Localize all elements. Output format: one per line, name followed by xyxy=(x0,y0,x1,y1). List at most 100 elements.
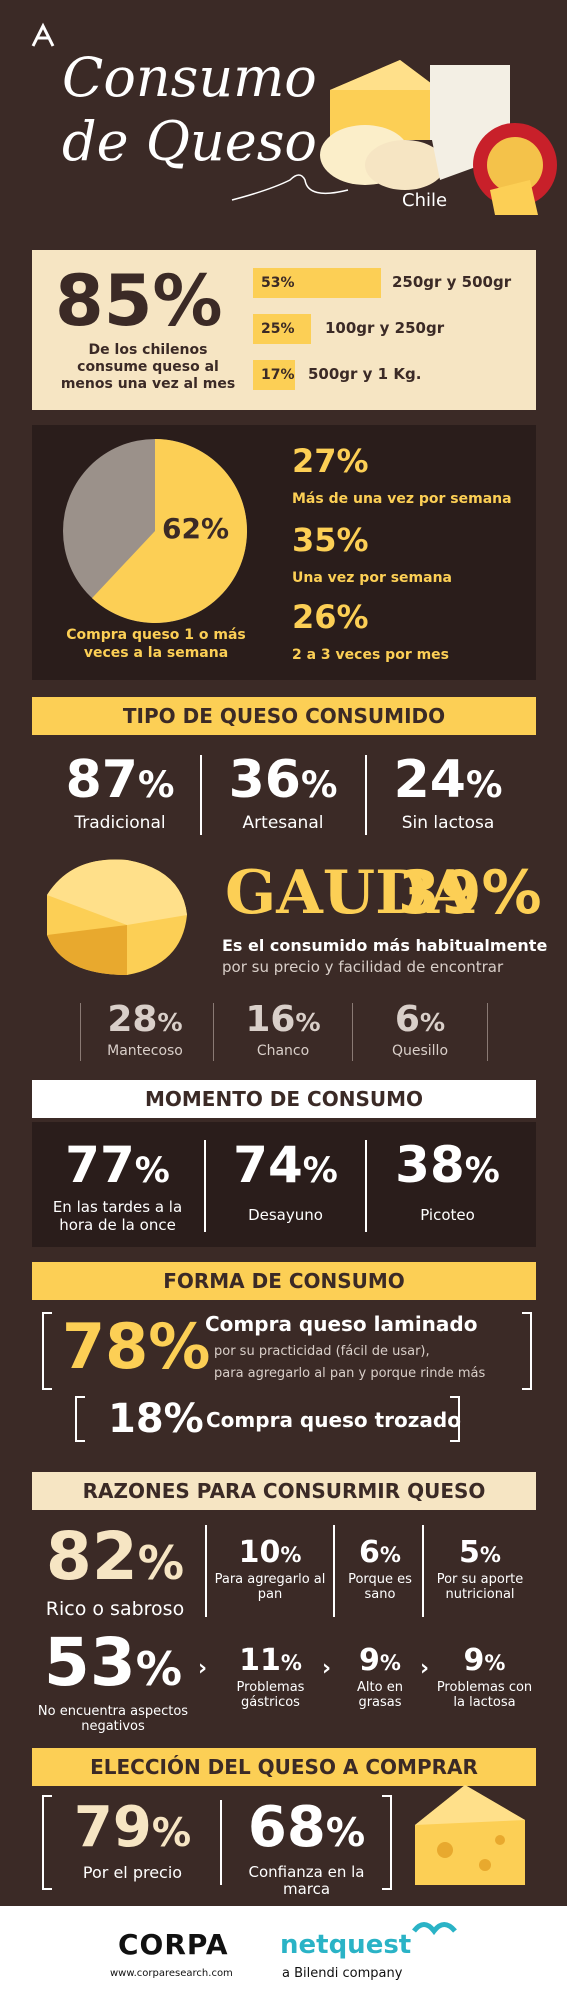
bracket-corner xyxy=(522,1312,532,1314)
tipo-label-3: Sin lactosa xyxy=(401,813,495,833)
tipo-bottom-pct-2: 16 xyxy=(245,999,296,1040)
chevron-right-icon: › xyxy=(420,1656,430,1681)
footer xyxy=(0,1906,567,2000)
cheese-assortment-illustration xyxy=(320,60,557,215)
momento-label-3: Picoteo xyxy=(420,1206,475,1224)
forma-main-sub2: para agregarlo al pan y porque rinde más xyxy=(214,1366,486,1381)
tipo-bottom-2: 16% Chanco xyxy=(218,999,348,1060)
divider xyxy=(365,1140,367,1232)
bracket-corner xyxy=(75,1396,85,1398)
razones-top-pct-1: 10 xyxy=(238,1535,281,1570)
pie-pct-label: 62% xyxy=(162,512,230,545)
razones-top-1: 10% Para agregarlo al pan xyxy=(210,1535,330,1603)
pie-caption: Compra queso 1 o más veces a la semana xyxy=(66,627,246,661)
main-pct: 85% xyxy=(55,260,223,342)
bilendi-tagline: a Bilendi company xyxy=(282,1966,403,1981)
tipo-banner: TIPO DE QUESO CONSUMIDO xyxy=(32,697,536,735)
razones-top-3: 5% Por su aporte nutricional xyxy=(425,1535,535,1603)
pie-slice-62 xyxy=(92,439,248,623)
eleccion-stat-2: 68% Confianza en la marca xyxy=(224,1798,389,1898)
swirl-decoration xyxy=(231,174,349,201)
razones-top-2: 6% Porque es sano xyxy=(336,1535,424,1603)
bracket-left xyxy=(42,1795,44,1890)
bracket-corner xyxy=(42,1888,52,1890)
tipo-bottom-label-2: Chanco xyxy=(256,1043,310,1059)
freq-label-1: Más de una vez por semana xyxy=(292,491,512,507)
razones-neg-1: 11% Problemas gástricos xyxy=(218,1643,323,1711)
razones-top-label-2: Porque es sano xyxy=(348,1572,412,1602)
freq-pct-2: 35% xyxy=(292,521,369,559)
momento-pct-3: 38 xyxy=(395,1136,465,1194)
gauda-text1: Es el consumido más habitualmente xyxy=(222,936,548,955)
netquest-wordmark: netquest xyxy=(280,1930,412,1960)
divider xyxy=(200,755,202,835)
forma-main-pct: 78% xyxy=(62,1310,211,1383)
bar-label-1: 250gr y 500gr xyxy=(392,273,512,291)
momento-stat-3: 38% Picoteo xyxy=(370,1138,525,1224)
momento-label-1: En las tardes a la hora de la once xyxy=(52,1198,183,1234)
bracket-corner xyxy=(522,1388,532,1390)
bracket-left xyxy=(75,1396,77,1442)
tipo-pct-1: 87 xyxy=(65,750,138,810)
razones-main-label: Rico o sabroso xyxy=(45,1598,185,1620)
forma-bracket xyxy=(42,1312,532,1390)
gauda-pct: 39% xyxy=(398,858,542,928)
tipo-stat-1: 87% Tradicional xyxy=(40,752,200,833)
bracket-corner xyxy=(382,1795,392,1797)
freq-label-2: Una vez por semana xyxy=(292,570,452,586)
bar-53: 53% xyxy=(253,268,381,298)
bracket-corner xyxy=(75,1440,85,1442)
bar-label-2: 100gr y 250gr xyxy=(325,319,445,337)
freq-pct-3: 26% xyxy=(292,598,369,636)
razones-neg-label-1: Problemas gástricos xyxy=(236,1680,305,1710)
tipo-bottom-1: 28% Mantecoso xyxy=(80,1000,210,1060)
main-pct-label: De los chilenos consume queso al menos u… xyxy=(60,342,236,392)
divider xyxy=(220,1800,222,1885)
tipo-bottom-3: 6% Quesillo xyxy=(355,1000,485,1060)
title-line1: Consumo xyxy=(62,46,317,109)
momento-label-2: Desayuno xyxy=(248,1206,323,1224)
tipo-bottom-label-3: Quesillo xyxy=(391,1043,449,1059)
corpa-wordmark: CORPA xyxy=(118,1928,229,1961)
forma-second-label: Compra queso trozado xyxy=(206,1408,461,1432)
bracket-corner xyxy=(42,1312,52,1314)
razones-top-pct-2: 6 xyxy=(359,1535,380,1570)
tipo-label-2: Artesanal xyxy=(242,813,324,833)
razones-neg-2: 9% Alto en grasas xyxy=(340,1644,420,1711)
eleccion-pct-1: 79 xyxy=(73,1795,152,1860)
bracket-corner xyxy=(450,1440,460,1442)
divider xyxy=(205,1525,207,1617)
razones-neg-pct: 53 xyxy=(43,1624,136,1701)
eleccion-banner: ELECCIÓN DEL QUESO A COMPRAR xyxy=(32,1748,536,1786)
tipo-stat-2: 36% Artesanal xyxy=(203,752,363,833)
razones-main-pct: 82 xyxy=(45,1518,138,1595)
momento-banner: MOMENTO DE CONSUMO xyxy=(32,1080,536,1118)
eleccion-label-2: Confianza en la marca xyxy=(248,1863,365,1898)
razones-neg-pct-3: 9 xyxy=(463,1643,485,1678)
eleccion-label-1: Por el precio xyxy=(82,1863,183,1882)
momento-stat-2: 74% Desayuno xyxy=(208,1138,363,1224)
forma-main-sub1: por su practicidad (fácil de usar), xyxy=(214,1344,430,1359)
razones-neg-pct-1: 11 xyxy=(239,1643,281,1678)
country-label: Chile xyxy=(402,190,448,211)
forma-main-title: Compra queso laminado xyxy=(205,1312,478,1336)
freq-pct-1: 27% xyxy=(292,442,369,480)
forma-second-pct: 18% xyxy=(108,1396,204,1442)
divider xyxy=(80,1003,81,1061)
gauda-cheese-illustration xyxy=(47,859,187,975)
divider xyxy=(487,1003,488,1061)
razones-banner: RAZONES PARA CONSURMIR QUESO xyxy=(32,1472,536,1510)
gauda-name: GAUDA xyxy=(225,858,474,928)
corpa-logo-icon xyxy=(31,22,55,47)
razones-neg-label: No encuentra aspectos negativos xyxy=(37,1704,189,1734)
tipo-stat-3: 24% Sin lactosa xyxy=(368,752,528,833)
razones-top-pct-3: 5 xyxy=(459,1535,480,1570)
divider xyxy=(333,1525,335,1617)
cheese-wedge-illustration xyxy=(415,1785,525,1885)
tipo-label-1: Tradicional xyxy=(74,813,166,833)
divider xyxy=(365,755,367,835)
bracket-corner xyxy=(42,1795,52,1797)
gauda-text2: por su precio y facilidad de encontrar xyxy=(222,958,504,976)
netquest-logo-icon xyxy=(412,1922,457,1936)
momento-stat-1: 77% En las tardes a la hora de la once xyxy=(40,1138,195,1234)
